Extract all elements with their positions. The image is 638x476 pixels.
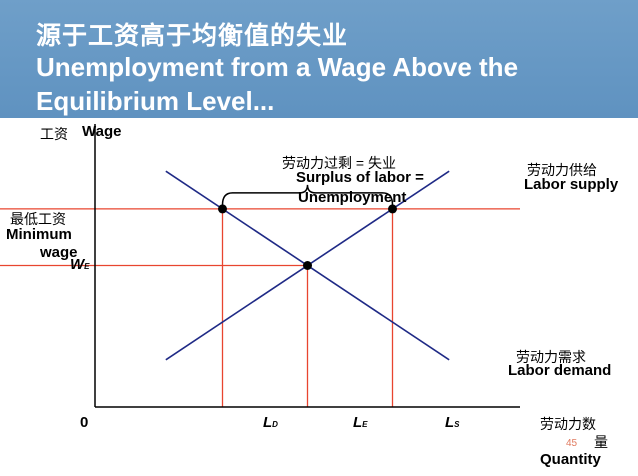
surplus-label-en-2: Unemployment: [298, 189, 407, 206]
chart-canvas: [0, 124, 520, 408]
point-ls: [388, 204, 397, 214]
y-axis-label-cn: 工资: [40, 126, 68, 142]
ld-tick-label: LD: [263, 414, 278, 431]
title-english-line-1: Unemployment from a Wage Above the: [36, 52, 519, 82]
demand-label-cn: 劳动力需求: [516, 349, 586, 365]
demand-label-en: Labor demand: [508, 362, 612, 379]
y-axis-label-en: Wage: [82, 123, 122, 140]
surplus-label-en-1: Surplus of labor =: [296, 169, 424, 186]
x-axis-label-en: Quantity: [540, 451, 601, 468]
x-axis-label-cn-1: 劳动力数: [540, 416, 596, 432]
x-axis-label-cn-2: 量: [594, 434, 608, 450]
min-wage-label-en-1: Minimum: [6, 226, 72, 243]
title-chinese: 源于工资高于均衡值的失业: [36, 22, 349, 50]
origin-label: 0: [80, 414, 89, 431]
min-wage-label-cn: 最低工资: [10, 211, 66, 227]
page-number: 45: [566, 438, 578, 449]
surplus-label-cn: 劳动力过剩 = 失业: [282, 155, 396, 171]
le-tick-label: LE: [353, 414, 368, 431]
ls-tick-label: LS: [445, 414, 460, 431]
supply-label-en: Labor supply: [524, 176, 619, 193]
supply-label-cn: 劳动力供给: [527, 162, 597, 178]
point-ld: [218, 204, 227, 214]
min-wage-label-en-2: wage: [40, 244, 78, 261]
we-label: WE: [70, 256, 90, 273]
title-banner: 源于工资高于均衡值的失业 Unemployment from a Wage Ab…: [0, 0, 638, 118]
labor-market-chart: 工资 Wage 劳动力过剩 = 失业 Surplus of labor = Un…: [0, 118, 638, 476]
title-english-line-2: Equilibrium Level...: [36, 86, 275, 116]
point-equilibrium: [303, 261, 312, 270]
